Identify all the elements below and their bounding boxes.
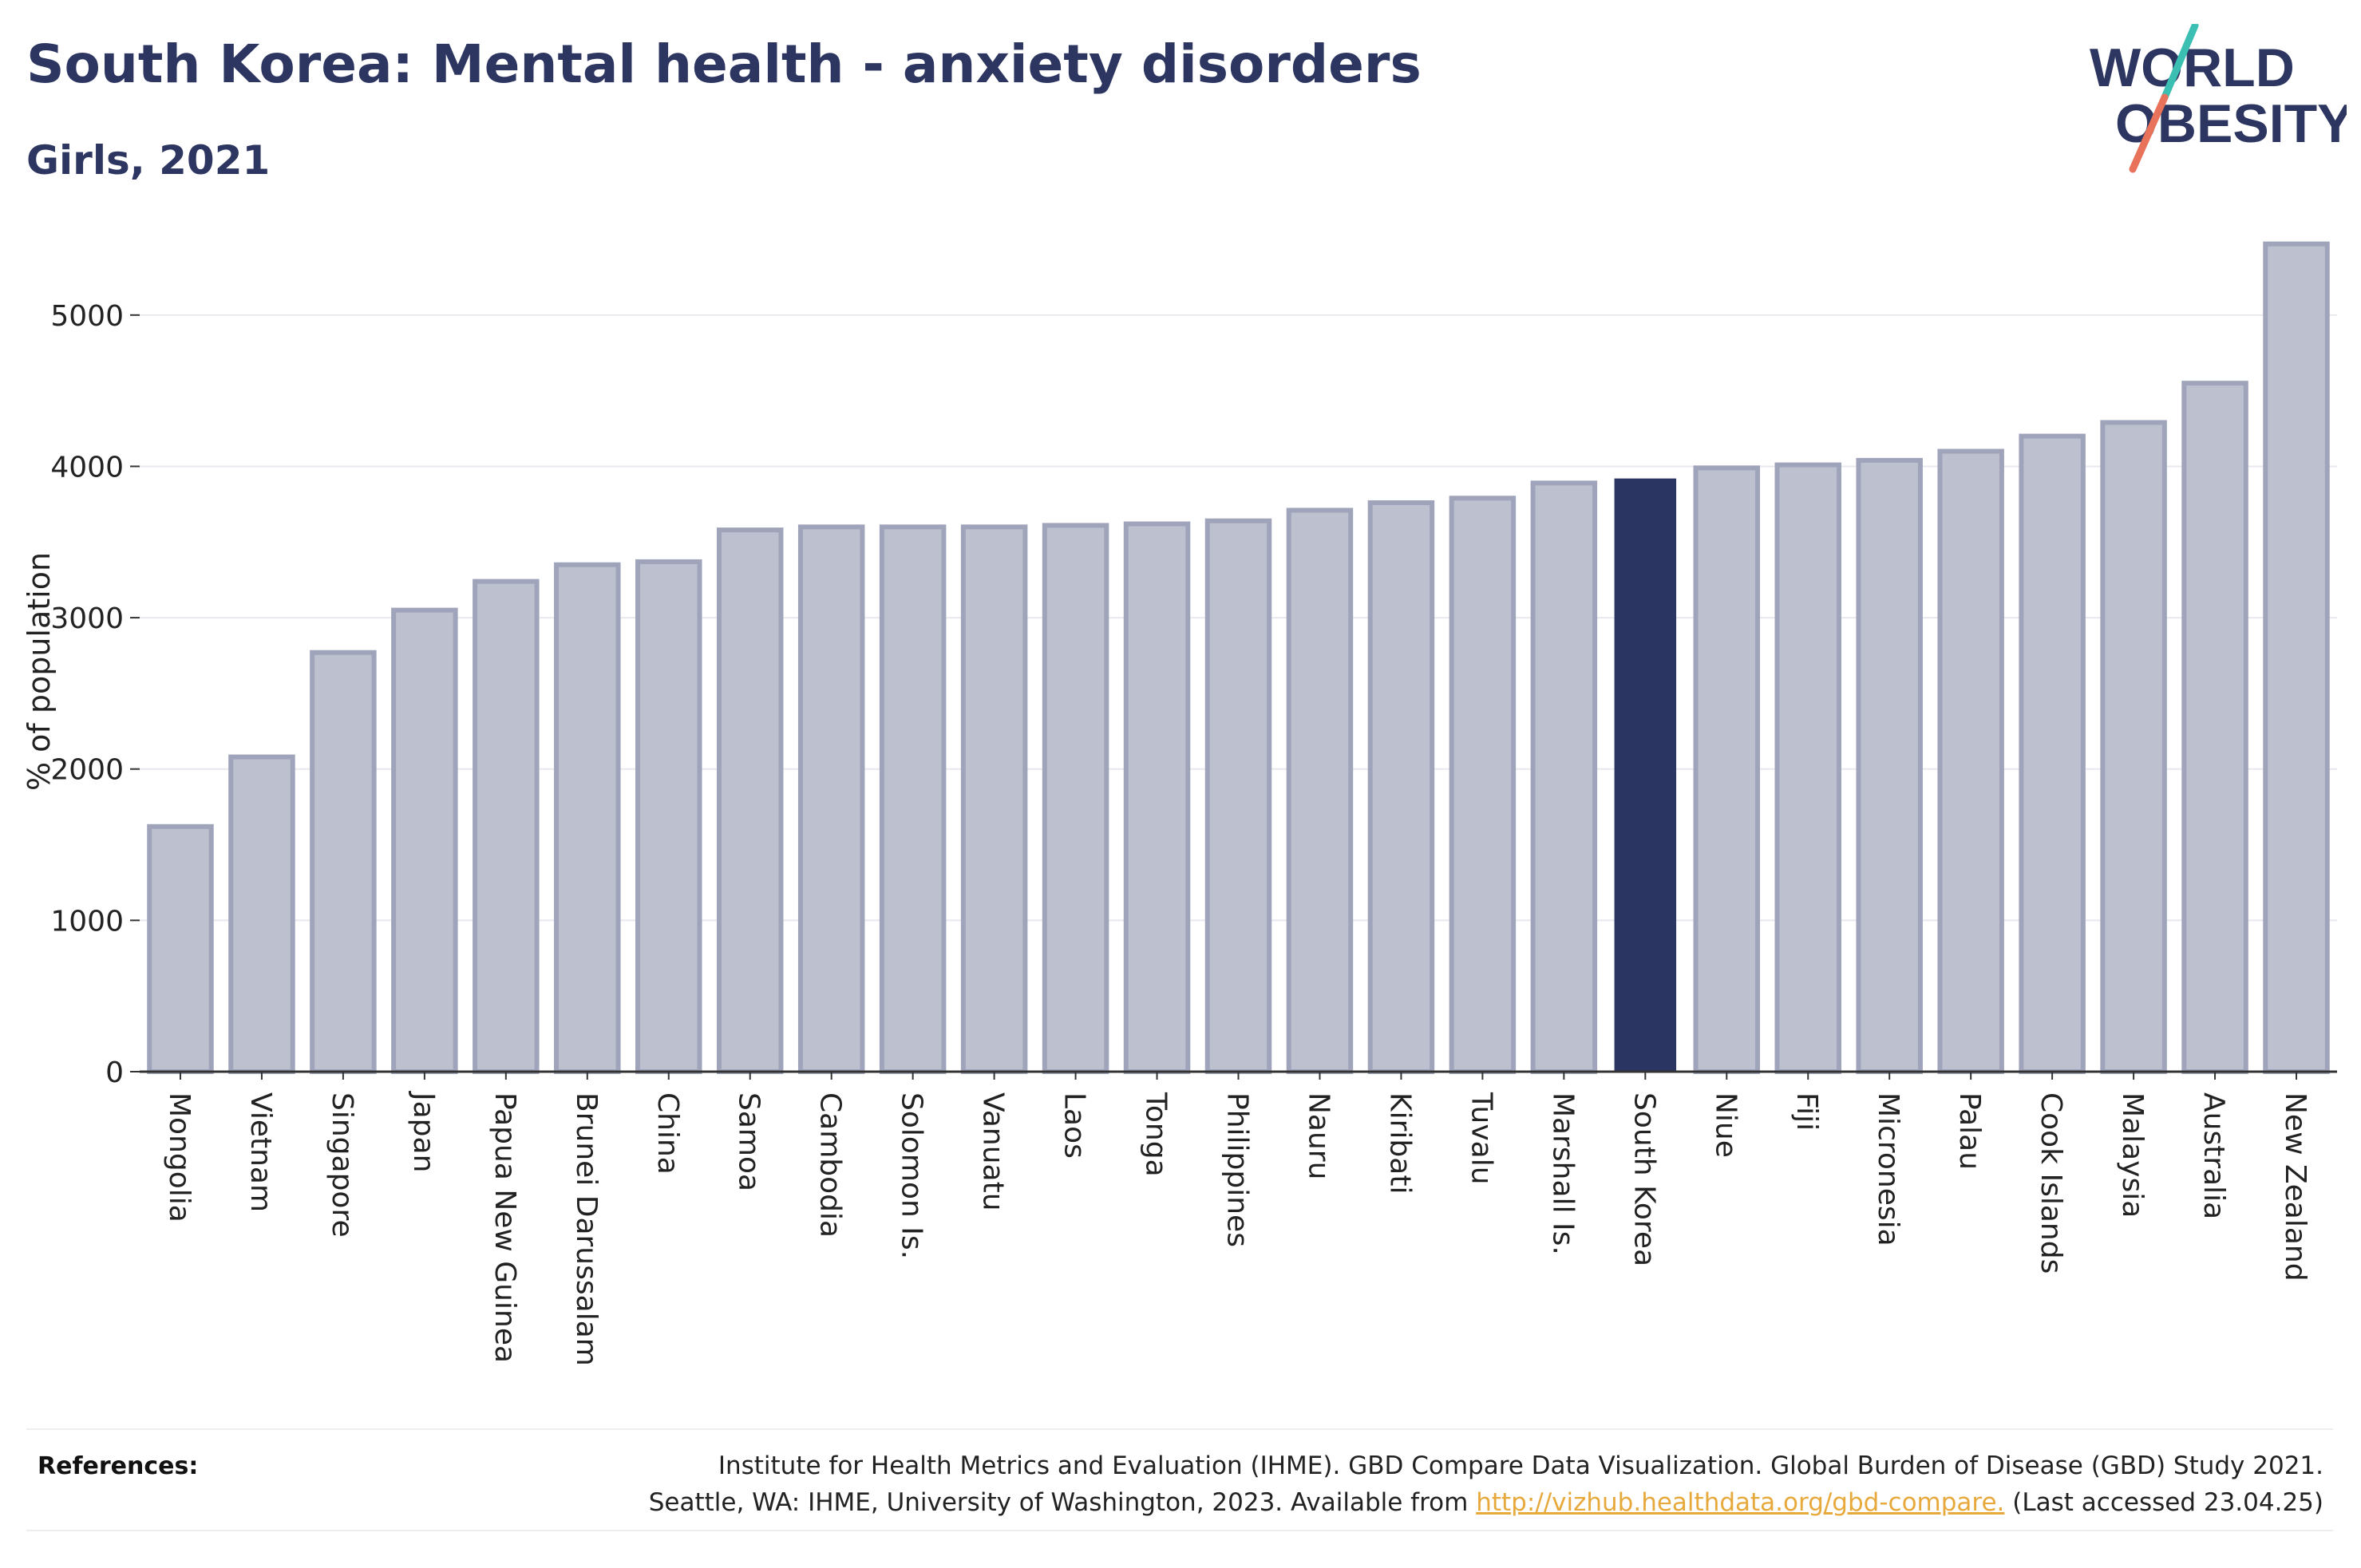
x-tick-label: Fiji xyxy=(1790,1092,1823,1131)
references-panel: References: Institute for Health Metrics… xyxy=(26,1428,2333,1531)
reference-line-1: Institute for Health Metrics and Evaluat… xyxy=(718,1451,2323,1480)
x-tick-label: Vietnam xyxy=(244,1092,277,1212)
bar-tonga xyxy=(1123,521,1191,1074)
x-tick-label: Singapore xyxy=(326,1092,358,1238)
bar-samoa xyxy=(716,527,784,1074)
bars xyxy=(147,241,2330,1074)
x-tick-label: Brunei Darussalam xyxy=(570,1092,603,1366)
y-tick-label: 4000 xyxy=(50,451,124,484)
x-tick-label: Malaysia xyxy=(2116,1092,2149,1218)
gbd-compare-link[interactable]: http://vizhub.healthdata.org/gbd-compare… xyxy=(1476,1488,2005,1517)
x-tick-label: Micronesia xyxy=(1872,1092,1904,1246)
bar-laos xyxy=(1042,523,1109,1074)
x-tick-label: Cook Islands xyxy=(2035,1092,2067,1274)
x-tick-label: Niue xyxy=(1709,1092,1742,1158)
x-tick-label: Tuvalu xyxy=(1465,1092,1497,1185)
bar-palau xyxy=(1937,448,2004,1074)
reference-line-2-prefix: Seattle, WA: IHME, University of Washing… xyxy=(648,1488,1469,1517)
x-tick-label: Marshall Is. xyxy=(1546,1092,1579,1255)
bar-nauru xyxy=(1286,508,1354,1074)
bar-solomon-is xyxy=(879,524,947,1074)
bar-china xyxy=(635,559,702,1074)
x-tick-label: Mongolia xyxy=(163,1092,196,1222)
y-tick-label: 3000 xyxy=(50,602,124,635)
bar-papua-new-guinea xyxy=(473,579,540,1074)
references-text: Institute for Health Metrics and Evaluat… xyxy=(649,1448,2323,1521)
x-tick-label: Australia xyxy=(2197,1092,2230,1219)
x-tick-label: South Korea xyxy=(1627,1092,1660,1266)
x-tick-label: Philippines xyxy=(1221,1092,1254,1247)
axes: 0 1000 2000 3000 4000 5000 Mongolia Vietnam Sing… xyxy=(50,300,2337,1366)
bar-australia xyxy=(2181,381,2248,1074)
bar-singapore xyxy=(310,650,377,1074)
y-tick-label: 5000 xyxy=(50,300,124,333)
bar-south-korea xyxy=(1614,478,1677,1072)
chart-title: South Korea: Mental health - anxiety dis… xyxy=(26,34,1422,95)
bar-fiji xyxy=(1774,462,1841,1074)
reference-line-2: Seattle, WA: IHME, University of Washing… xyxy=(649,1484,2323,1521)
x-tick-label: Palau xyxy=(1953,1092,1986,1170)
x-tick-label: Japan xyxy=(407,1091,440,1172)
bar-tuvalu xyxy=(1449,496,1517,1074)
x-tick-label: New Zealand xyxy=(2279,1092,2312,1282)
bar-marshall-is xyxy=(1530,480,1598,1074)
logo-line-world: WORLD xyxy=(2090,38,2295,98)
bar-malaysia xyxy=(2100,420,2167,1074)
x-tick-label: Tonga xyxy=(1140,1092,1173,1177)
y-tick-label: 1000 xyxy=(50,905,124,938)
bar-micronesia xyxy=(1856,457,1923,1074)
bar-new-zealand xyxy=(2263,241,2330,1074)
bar-brunei-darussalam xyxy=(554,562,621,1074)
x-tick-label: Papua New Guinea xyxy=(488,1092,521,1363)
bar-philippines xyxy=(1204,518,1272,1074)
x-tick-label: Kiribati xyxy=(1383,1092,1416,1194)
bar-cook-islands xyxy=(2019,433,2086,1074)
y-tick-label: 2000 xyxy=(50,754,124,787)
x-tick-label: Solomon Is. xyxy=(896,1092,928,1259)
y-tick-label: 0 xyxy=(105,1057,124,1089)
logo-slash-bottom xyxy=(2129,93,2169,173)
chart-subtitle: Girls, 2021 xyxy=(26,137,271,184)
bar-vietnam xyxy=(228,754,295,1074)
x-tick-label: China xyxy=(651,1092,684,1175)
bar-chart: 0 1000 2000 3000 4000 5000 Mongolia Vietnam Sing… xyxy=(22,241,2337,1366)
bar-cambodia xyxy=(797,524,865,1074)
x-tick-label: Cambodia xyxy=(814,1092,847,1238)
x-tick-label: Samoa xyxy=(733,1092,765,1191)
logo-slash-top xyxy=(2161,24,2199,101)
x-tick-label: Nauru xyxy=(1302,1092,1335,1179)
world-obesity-logo: WORLD OBESITY xyxy=(2090,24,2347,173)
bar-vanuatu xyxy=(960,524,1028,1074)
references-label: References: xyxy=(38,1452,199,1480)
bar-mongolia xyxy=(147,823,214,1074)
reference-line-2-suffix: (Last accessed 23.04.25) xyxy=(2012,1488,2323,1517)
x-tick-label: Vanuatu xyxy=(977,1092,1010,1211)
bar-niue xyxy=(1693,465,1761,1074)
bar-kiribati xyxy=(1367,500,1435,1074)
bar-japan xyxy=(391,607,458,1074)
x-tick-label: Laos xyxy=(1058,1092,1091,1159)
y-axis-label: % of population xyxy=(22,552,57,791)
